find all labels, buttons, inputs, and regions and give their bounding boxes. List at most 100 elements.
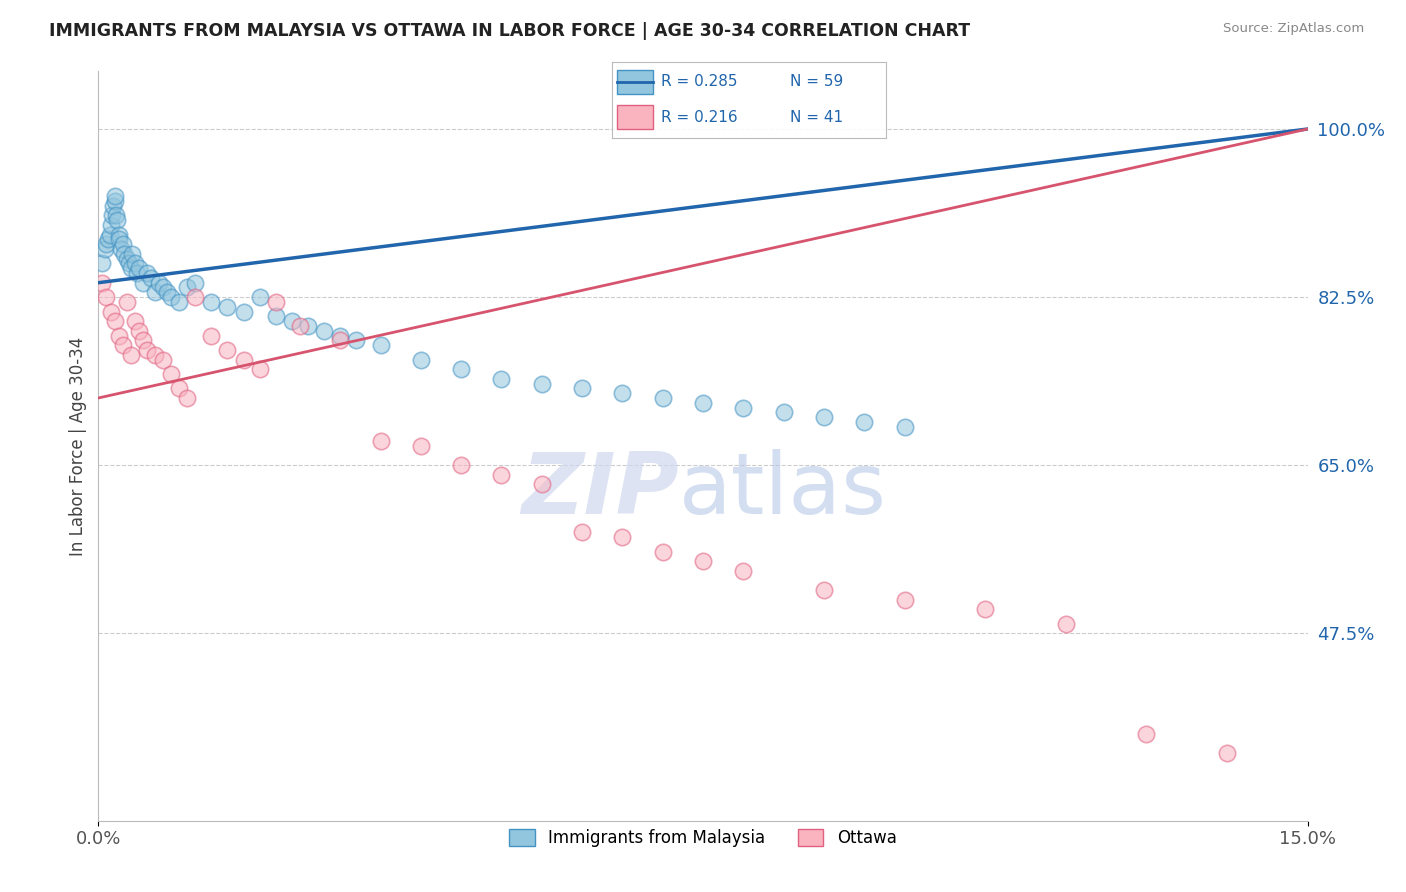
Text: Source: ZipAtlas.com: Source: ZipAtlas.com	[1223, 22, 1364, 36]
Point	[176, 391, 198, 405]
Point	[103, 314, 125, 328]
Point	[152, 352, 174, 367]
Point	[200, 294, 222, 309]
Text: N = 41: N = 41	[790, 110, 844, 125]
Legend: Immigrants from Malaysia, Ottawa: Immigrants from Malaysia, Ottawa	[503, 822, 903, 854]
Point	[249, 290, 271, 304]
Point	[96, 290, 118, 304]
Point	[94, 242, 117, 256]
Point	[101, 199, 124, 213]
Point	[1216, 747, 1239, 761]
Point	[105, 213, 128, 227]
Point	[974, 602, 997, 616]
Text: R = 0.285: R = 0.285	[661, 74, 738, 89]
Point	[101, 209, 124, 223]
Point	[167, 381, 190, 395]
Point	[91, 256, 114, 270]
Point	[100, 304, 122, 318]
Point	[893, 592, 915, 607]
Point	[110, 242, 132, 256]
Point	[104, 189, 127, 203]
Point	[120, 261, 142, 276]
Point	[120, 348, 142, 362]
Text: N = 59: N = 59	[790, 74, 844, 89]
Point	[111, 237, 134, 252]
Point	[184, 276, 207, 290]
Point	[651, 544, 673, 558]
Point	[249, 362, 271, 376]
Point	[450, 362, 472, 376]
Point	[105, 209, 128, 223]
Point	[530, 477, 553, 491]
Point	[491, 467, 513, 482]
Text: R = 0.216: R = 0.216	[661, 110, 738, 125]
Point	[135, 343, 157, 357]
Point	[264, 294, 287, 309]
Point	[281, 314, 304, 328]
Point	[733, 401, 755, 415]
Point	[370, 434, 392, 449]
Point	[167, 294, 190, 309]
Point	[98, 227, 121, 242]
Point	[329, 328, 352, 343]
Point	[160, 290, 183, 304]
Point	[124, 256, 146, 270]
Point	[148, 276, 170, 290]
Point	[132, 276, 155, 290]
Point	[112, 247, 135, 261]
Point	[612, 530, 634, 544]
Point	[100, 218, 122, 232]
Point	[571, 381, 593, 395]
Point	[329, 334, 352, 348]
Point	[139, 271, 162, 285]
Point	[692, 396, 714, 410]
Point	[128, 261, 150, 276]
Point	[176, 280, 198, 294]
Point	[232, 352, 254, 367]
Point	[813, 583, 835, 598]
Point	[232, 304, 254, 318]
Point	[160, 367, 183, 381]
Y-axis label: In Labor Force | Age 30-34: In Labor Force | Age 30-34	[69, 336, 87, 556]
Point	[96, 237, 118, 252]
Point	[132, 334, 155, 348]
Text: ZIP: ZIP	[522, 450, 679, 533]
Point	[530, 376, 553, 391]
Point	[103, 194, 125, 208]
Point	[115, 252, 138, 266]
Point	[115, 294, 138, 309]
Point	[450, 458, 472, 473]
Point	[108, 232, 131, 246]
Point	[264, 310, 287, 324]
Point	[344, 334, 367, 348]
Point	[217, 343, 239, 357]
Point	[107, 328, 129, 343]
Point	[184, 290, 207, 304]
Point	[124, 314, 146, 328]
Point	[121, 247, 143, 261]
Point	[772, 405, 794, 419]
Point	[135, 266, 157, 280]
Point	[97, 232, 120, 246]
Point	[156, 285, 179, 300]
Point	[143, 285, 166, 300]
Point	[217, 300, 239, 314]
Point	[200, 328, 222, 343]
Text: atlas: atlas	[679, 450, 887, 533]
Point	[288, 318, 311, 333]
Point	[651, 391, 673, 405]
Point	[853, 415, 876, 429]
Point	[733, 564, 755, 578]
Point	[370, 338, 392, 352]
Point	[152, 280, 174, 294]
Point	[91, 276, 114, 290]
Point	[127, 266, 149, 280]
Point	[111, 338, 134, 352]
Point	[692, 554, 714, 568]
Point	[409, 439, 432, 453]
Point	[893, 419, 915, 434]
Point	[491, 372, 513, 386]
Point	[118, 256, 141, 270]
Point	[1135, 727, 1157, 741]
Point	[297, 318, 319, 333]
